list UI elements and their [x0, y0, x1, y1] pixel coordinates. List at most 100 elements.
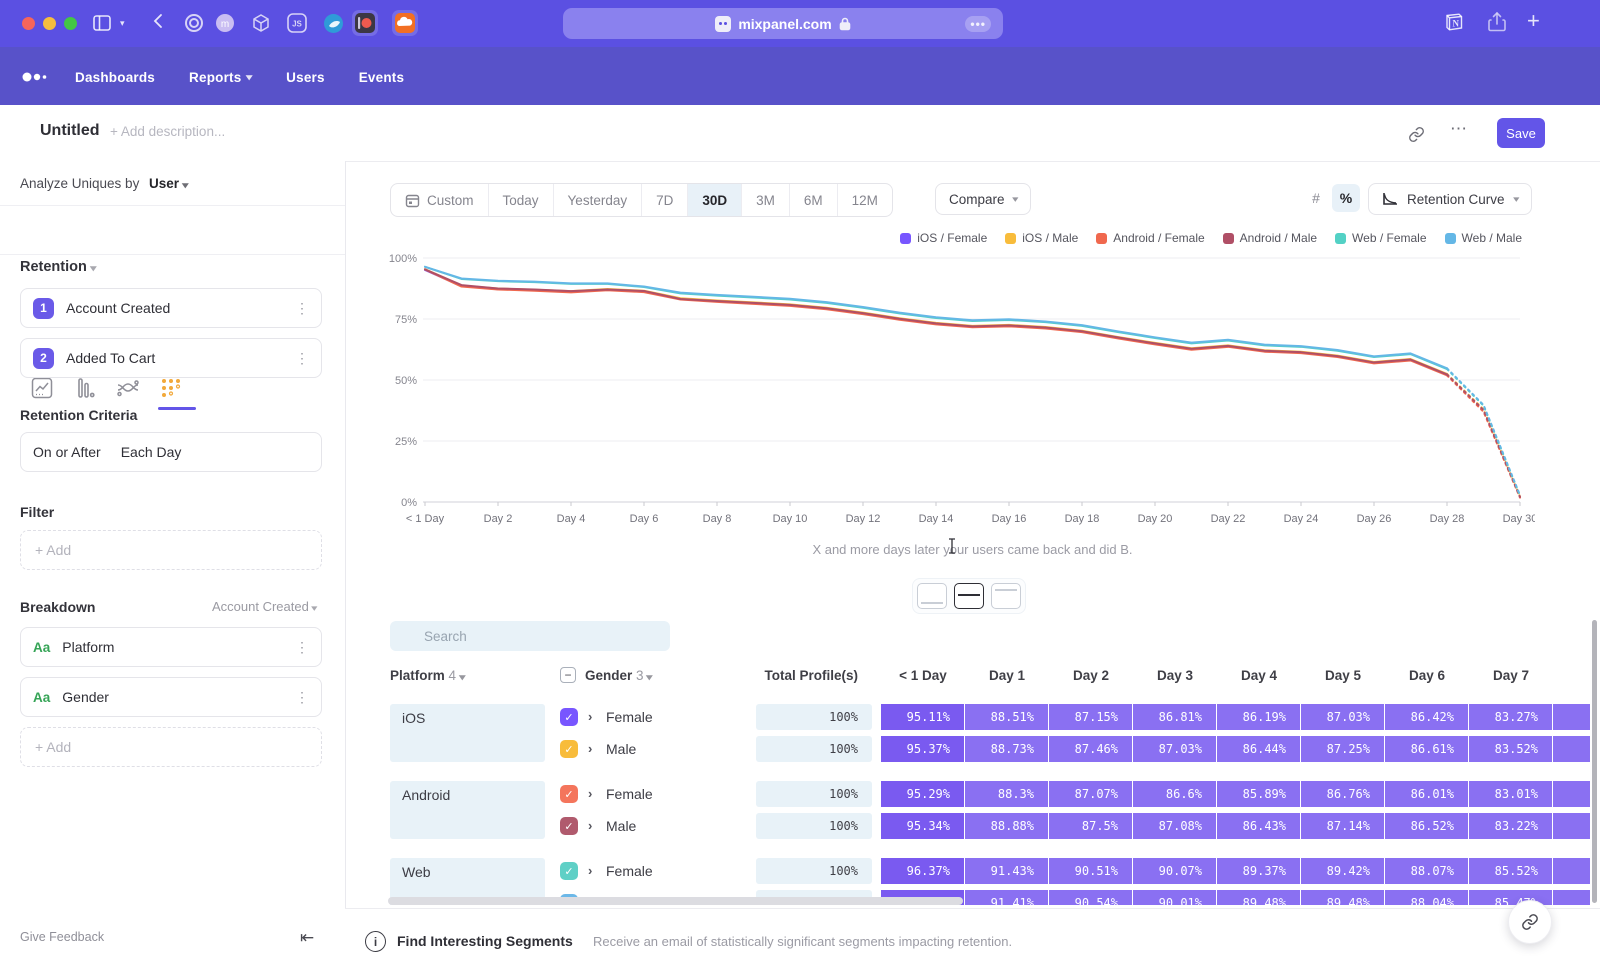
- retention-cell[interactable]: 90.54%: [1049, 890, 1132, 905]
- retention-cell[interactable]: 89.37%: [1217, 858, 1300, 884]
- retention-cell[interactable]: 85.89%: [1217, 781, 1300, 807]
- add-breakdown-button[interactable]: + Add: [20, 727, 322, 767]
- day-column-header[interactable]: Day 1: [965, 668, 1049, 683]
- day-column-header[interactable]: Day 5: [1301, 668, 1385, 683]
- tab-funnels[interactable]: [73, 376, 97, 400]
- browser-sidebar-icon[interactable]: [92, 13, 112, 33]
- retention-cell[interactable]: 95.29%: [881, 781, 964, 807]
- retention-cell[interactable]: 88.3%: [965, 781, 1048, 807]
- retention-cell[interactable]: 86.61%: [1385, 736, 1468, 762]
- chart-only-view-button[interactable]: [917, 583, 947, 609]
- retention-cell[interactable]: 90.07%: [1133, 858, 1216, 884]
- horizontal-scrollbar[interactable]: [388, 897, 963, 905]
- retention-cell[interactable]: 88.07%: [1385, 858, 1468, 884]
- retention-cell[interactable]: 88.88%: [965, 813, 1048, 839]
- kebab-menu-icon[interactable]: ⋮: [295, 689, 309, 706]
- legend-item[interactable]: Web / Male: [1445, 231, 1522, 245]
- new-tab-icon[interactable]: +: [1527, 8, 1540, 34]
- absolute-numbers-toggle[interactable]: #: [1302, 184, 1330, 212]
- legend-item[interactable]: Android / Male: [1223, 231, 1317, 245]
- retention-cell[interactable]: 87.46%: [1049, 736, 1132, 762]
- m-extension-icon[interactable]: m: [212, 10, 238, 36]
- range-6m[interactable]: 6M: [790, 184, 838, 216]
- retention-cell[interactable]: 83.52%: [1469, 736, 1552, 762]
- expand-chevron-icon[interactable]: ›: [588, 709, 592, 724]
- vertical-scrollbar[interactable]: [1592, 620, 1597, 903]
- kebab-menu-icon[interactable]: ⋮: [295, 350, 309, 367]
- legend-item[interactable]: iOS / Female: [900, 231, 987, 245]
- breakdown-platform[interactable]: Aa Platform ⋮: [20, 627, 322, 667]
- address-more-icon[interactable]: •••: [965, 16, 991, 32]
- chevron-down-icon[interactable]: ▾: [120, 18, 125, 29]
- gender-column-header[interactable]: Gender 3 ▾: [585, 668, 652, 683]
- retention-criteria-card[interactable]: On or After Each Day: [20, 432, 322, 472]
- retention-cell[interactable]: 86.44%: [1217, 736, 1300, 762]
- retention-heading[interactable]: Retention ▾: [20, 259, 95, 275]
- split-view-button[interactable]: [954, 583, 984, 609]
- back-icon[interactable]: [148, 10, 170, 32]
- range-3m[interactable]: 3M: [742, 184, 790, 216]
- retention-cell[interactable]: 86.43%: [1217, 813, 1300, 839]
- retention-cell[interactable]: 87.5%: [1049, 813, 1132, 839]
- day-column-header[interactable]: Day 6: [1385, 668, 1469, 683]
- series-checkbox[interactable]: ✓: [560, 708, 578, 726]
- address-bar[interactable]: mixpanel.com •••: [563, 8, 1003, 39]
- retention-cell[interactable]: 87.08%: [1133, 813, 1216, 839]
- chart-type-selector[interactable]: Retention Curve▾: [1368, 183, 1532, 215]
- retention-cell[interactable]: 91.41%: [965, 890, 1048, 905]
- add-description-button[interactable]: + Add description...: [110, 124, 225, 139]
- mixpanel-logo[interactable]: [22, 71, 48, 83]
- retention-step-2[interactable]: 2 Added To Cart ⋮: [20, 338, 322, 378]
- retention-cell[interactable]: 90.51%: [1049, 858, 1132, 884]
- retention-cell[interactable]: 87.14%: [1301, 813, 1384, 839]
- kebab-menu-icon[interactable]: ⋮: [295, 639, 309, 656]
- legend-item[interactable]: iOS / Male: [1005, 231, 1078, 245]
- expand-chevron-icon[interactable]: ›: [588, 863, 592, 878]
- series-checkbox[interactable]: ✓: [560, 785, 578, 803]
- legend-item[interactable]: Web / Female: [1335, 231, 1426, 245]
- retention-cell[interactable]: 86.01%: [1385, 781, 1468, 807]
- tab-retention-selected[interactable]: [159, 376, 183, 400]
- collapse-sidebar-icon[interactable]: ⇤: [300, 928, 314, 948]
- range-30d[interactable]: 30D: [688, 184, 742, 216]
- retention-cell[interactable]: 89.42%: [1301, 858, 1384, 884]
- criteria-interval[interactable]: Each Day: [121, 444, 182, 460]
- retention-cell[interactable]: 85.52%: [1469, 858, 1552, 884]
- percent-toggle[interactable]: %: [1332, 184, 1360, 212]
- retention-cell[interactable]: 87.07%: [1049, 781, 1132, 807]
- soundcloud-extension-icon[interactable]: [392, 10, 418, 36]
- kebab-menu-icon[interactable]: ⋮: [295, 300, 309, 317]
- retention-cell[interactable]: 83.22%: [1469, 813, 1552, 839]
- nav-item-reports[interactable]: Reports▾: [189, 70, 252, 85]
- share-link-floating-button[interactable]: [1508, 900, 1552, 944]
- tab-insights[interactable]: [30, 376, 54, 400]
- close-window-button[interactable]: [22, 17, 35, 30]
- nav-item-dashboards[interactable]: Dashboards: [75, 70, 155, 85]
- platform-column-header[interactable]: Platform 4 ▾: [390, 668, 464, 683]
- retention-cell[interactable]: 95.34%: [881, 813, 964, 839]
- day-column-header[interactable]: Day 2: [1049, 668, 1133, 683]
- retention-cell[interactable]: 87.25%: [1301, 736, 1384, 762]
- more-options-icon[interactable]: ⋯: [1450, 119, 1468, 139]
- day-column-header[interactable]: Day 3: [1133, 668, 1217, 683]
- retention-cell[interactable]: 89.48%: [1217, 890, 1300, 905]
- expand-chevron-icon[interactable]: ›: [588, 741, 592, 756]
- breakdown-gender[interactable]: Aa Gender ⋮: [20, 677, 322, 717]
- range-today[interactable]: Today: [489, 184, 554, 216]
- expand-chevron-icon[interactable]: ›: [588, 818, 592, 833]
- criteria-type[interactable]: On or After: [33, 444, 101, 460]
- save-button[interactable]: Save: [1497, 118, 1545, 148]
- retention-cell[interactable]: 96.37%: [881, 858, 964, 884]
- retention-cell[interactable]: 83.27%: [1469, 704, 1552, 730]
- series-checkbox[interactable]: ✓: [560, 817, 578, 835]
- expand-chevron-icon[interactable]: ›: [588, 786, 592, 801]
- share-icon[interactable]: [1487, 11, 1507, 33]
- minimize-window-button[interactable]: [43, 17, 56, 30]
- globe-extension-icon[interactable]: [320, 10, 346, 36]
- give-feedback-link[interactable]: Give Feedback: [20, 930, 104, 944]
- total-profiles-column-header[interactable]: Total Profile(s): [756, 668, 858, 683]
- range-12m[interactable]: 12M: [838, 184, 892, 216]
- tab-flows[interactable]: [116, 376, 140, 400]
- notion-icon[interactable]: N: [1443, 11, 1465, 33]
- add-filter-button[interactable]: + Add: [20, 530, 322, 570]
